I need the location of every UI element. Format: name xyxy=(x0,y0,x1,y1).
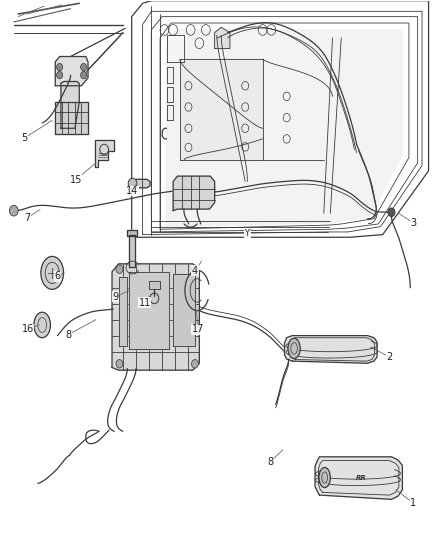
Circle shape xyxy=(116,360,123,368)
Text: 1: 1 xyxy=(410,498,417,508)
Circle shape xyxy=(128,178,137,189)
Ellipse shape xyxy=(41,256,64,289)
Circle shape xyxy=(10,205,18,216)
Polygon shape xyxy=(173,274,195,346)
Text: 4: 4 xyxy=(192,266,198,276)
Circle shape xyxy=(57,63,63,71)
Circle shape xyxy=(81,71,87,79)
Text: 16: 16 xyxy=(21,324,34,334)
Polygon shape xyxy=(285,336,377,364)
Text: 9: 9 xyxy=(112,292,118,302)
Text: 7: 7 xyxy=(25,213,31,223)
Polygon shape xyxy=(55,56,88,86)
Polygon shape xyxy=(127,230,138,236)
Text: 2: 2 xyxy=(386,352,392,362)
Circle shape xyxy=(388,208,395,216)
Text: 3: 3 xyxy=(410,218,417,228)
Circle shape xyxy=(191,265,198,273)
Text: RR: RR xyxy=(356,474,366,481)
Polygon shape xyxy=(166,30,403,227)
Circle shape xyxy=(57,71,63,79)
Ellipse shape xyxy=(34,312,50,338)
Text: 11: 11 xyxy=(139,297,151,308)
Polygon shape xyxy=(173,176,215,211)
Text: 8: 8 xyxy=(268,457,274,466)
Ellipse shape xyxy=(288,338,300,359)
Text: 14: 14 xyxy=(127,186,139,196)
Circle shape xyxy=(116,265,123,273)
Circle shape xyxy=(81,63,87,71)
Polygon shape xyxy=(315,457,403,499)
Polygon shape xyxy=(61,82,79,128)
Polygon shape xyxy=(180,59,263,160)
Polygon shape xyxy=(166,35,184,62)
Polygon shape xyxy=(95,140,114,166)
Ellipse shape xyxy=(319,467,330,488)
Text: 8: 8 xyxy=(65,329,71,340)
Polygon shape xyxy=(130,272,169,349)
Text: 5: 5 xyxy=(21,133,28,143)
Polygon shape xyxy=(112,264,199,370)
Text: Y: Y xyxy=(244,229,251,239)
Polygon shape xyxy=(55,102,88,134)
Text: 15: 15 xyxy=(70,175,82,185)
Text: 17: 17 xyxy=(192,324,204,334)
Polygon shape xyxy=(130,235,135,266)
Polygon shape xyxy=(215,27,230,49)
Polygon shape xyxy=(119,277,127,346)
Text: Y: Y xyxy=(245,229,250,238)
Polygon shape xyxy=(132,179,150,188)
Polygon shape xyxy=(149,281,160,289)
Text: 6: 6 xyxy=(54,271,60,281)
Circle shape xyxy=(191,360,198,368)
